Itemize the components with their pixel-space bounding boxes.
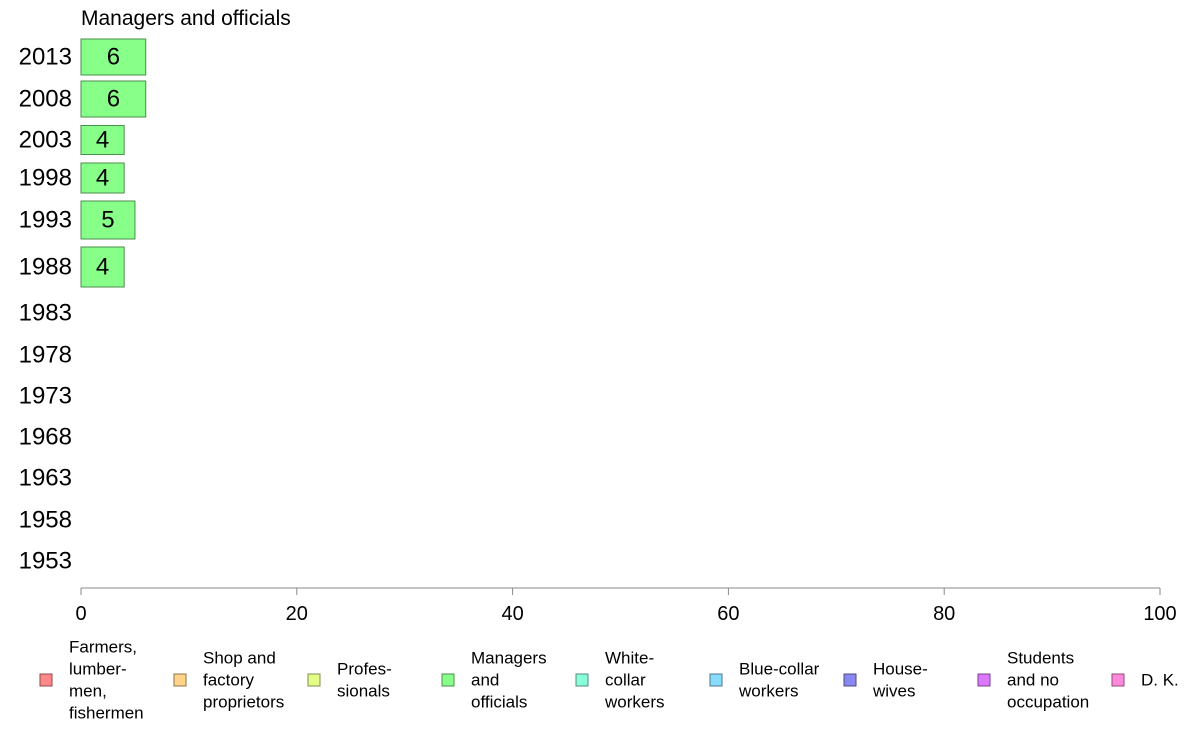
legend-item: Profes-sionals bbox=[307, 660, 392, 701]
year-label: 1968 bbox=[19, 424, 72, 451]
value-label-2008: 6 bbox=[107, 86, 120, 113]
legend-label-line: and bbox=[471, 671, 499, 690]
value-label-1993: 5 bbox=[101, 207, 114, 234]
x-tick-label: 80 bbox=[933, 603, 955, 625]
legend-label-line: men, bbox=[69, 682, 107, 701]
x-tick-label: 0 bbox=[75, 603, 86, 625]
x-tick-label: 100 bbox=[1143, 603, 1176, 625]
legend-swatch bbox=[575, 673, 589, 687]
legend-swatch bbox=[1111, 673, 1125, 687]
value-label-2003: 4 bbox=[96, 127, 109, 154]
legend-swatch bbox=[709, 673, 723, 687]
legend-swatch bbox=[173, 673, 187, 687]
year-label: 1993 bbox=[19, 207, 72, 234]
legend-label-line: D. K. bbox=[1141, 671, 1179, 690]
legend-label-line: Profes- bbox=[337, 660, 392, 679]
bar-2013 bbox=[80, 38, 147, 76]
value-label-1988: 4 bbox=[96, 254, 109, 281]
year-label: 2003 bbox=[19, 127, 72, 154]
bar-1998 bbox=[80, 162, 125, 194]
value-label-2013: 6 bbox=[107, 44, 120, 71]
year-label: 1983 bbox=[19, 300, 72, 327]
legend-label-line: Blue-collar bbox=[739, 660, 820, 679]
legend-label-line: officials bbox=[471, 693, 527, 712]
legend-item: Shop and factory proprietors bbox=[173, 649, 284, 712]
bar-1988 bbox=[80, 246, 125, 288]
x-tick-label: 20 bbox=[286, 603, 308, 625]
legend-label-line: workers bbox=[738, 682, 799, 701]
x-axis: 0 20 40 60 80 100 bbox=[75, 587, 1177, 625]
legend-label-line: occupation bbox=[1007, 693, 1089, 712]
legend-label-line: proprietors bbox=[203, 693, 284, 712]
legend: Farmers, lumber-men, fishermen Shop and fact… bbox=[39, 638, 1179, 723]
legend-label-line: Managers bbox=[471, 649, 547, 668]
year-label: 2013 bbox=[19, 44, 72, 71]
legend-label-line: Students bbox=[1007, 649, 1074, 668]
year-label: 1978 bbox=[19, 342, 72, 369]
legend-label-line: fishermen bbox=[69, 704, 144, 723]
year-label: 2008 bbox=[19, 86, 72, 113]
legend-label-line: Farmers, bbox=[69, 638, 137, 657]
legend-label-line: Shop and bbox=[203, 649, 276, 668]
year-label: 1963 bbox=[19, 465, 72, 492]
bar-1993 bbox=[80, 200, 136, 240]
year-labels-group: 2013 2008 2003 1998 1993 1988 1983 1978 1973 1968… bbox=[19, 44, 72, 575]
legend-label-line: and no bbox=[1007, 671, 1059, 690]
bars-group: 6 6 4 4 5 4 bbox=[80, 38, 147, 288]
legend-item: White-collar workers bbox=[575, 649, 665, 712]
legend-item: House-wives bbox=[843, 660, 928, 701]
legend-label-line: White- bbox=[605, 649, 654, 668]
legend-label-line: factory bbox=[203, 671, 255, 690]
legend-label-line: lumber- bbox=[69, 660, 127, 679]
legend-swatch bbox=[977, 673, 991, 687]
x-tick-label: 40 bbox=[501, 603, 523, 625]
year-label: 1973 bbox=[19, 383, 72, 410]
legend-item: D. K. bbox=[1111, 671, 1179, 690]
legend-item: Blue-collar workers bbox=[709, 660, 820, 701]
year-label: 1958 bbox=[19, 507, 72, 534]
bar-2008 bbox=[80, 80, 147, 118]
bar-2003 bbox=[80, 125, 125, 155]
legend-item: Students and no occupation bbox=[977, 649, 1089, 712]
legend-label-line: collar bbox=[605, 671, 646, 690]
legend-swatch bbox=[843, 673, 857, 687]
year-label: 1953 bbox=[19, 548, 72, 575]
legend-item: Farmers, lumber-men, fishermen bbox=[39, 638, 144, 723]
legend-label-line: House- bbox=[873, 660, 928, 679]
legend-label-line: wives bbox=[872, 682, 916, 701]
x-tick-label: 60 bbox=[717, 603, 739, 625]
chart-title: Managers and officials bbox=[81, 7, 291, 30]
legend-swatch bbox=[39, 673, 53, 687]
year-label: 1998 bbox=[19, 165, 72, 192]
legend-swatch bbox=[441, 673, 455, 687]
year-label: 1988 bbox=[19, 254, 72, 281]
legend-swatch bbox=[307, 673, 321, 687]
legend-item: Managers and officials bbox=[441, 649, 547, 712]
legend-label-line: sionals bbox=[337, 682, 390, 701]
value-label-1998: 4 bbox=[96, 165, 109, 192]
legend-label-line: workers bbox=[604, 693, 665, 712]
